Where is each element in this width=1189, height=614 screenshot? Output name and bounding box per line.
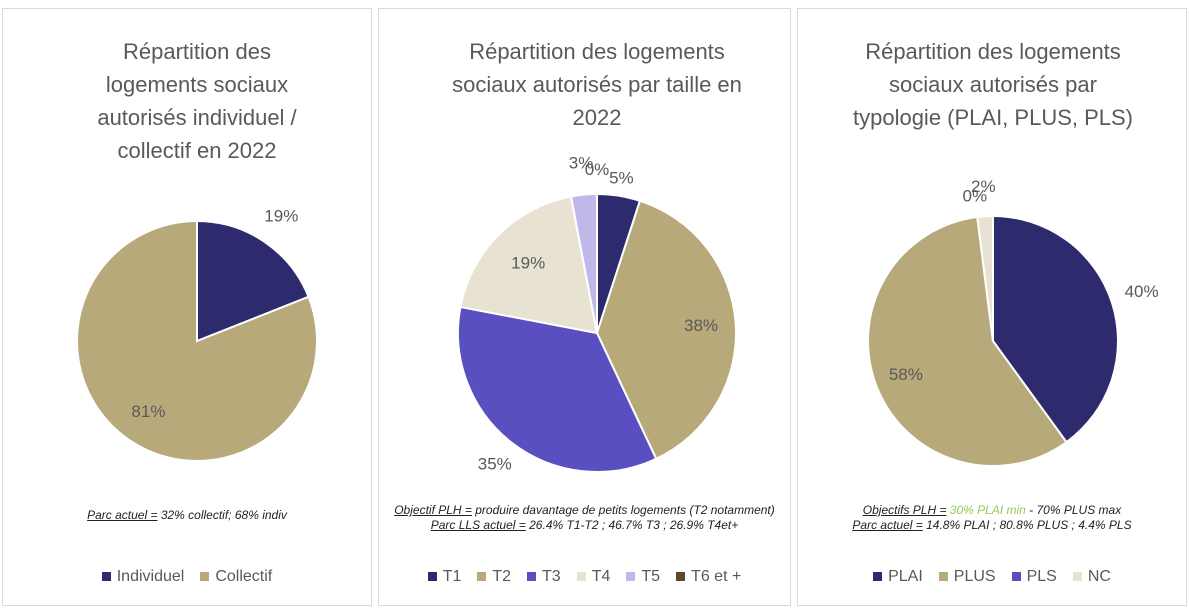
note-text: Parc actuel =: [852, 518, 923, 532]
data-label: 58%: [889, 365, 923, 384]
legend-label: Collectif: [215, 568, 273, 585]
data-label: 19%: [511, 254, 545, 273]
pie-slice: [196, 219, 310, 343]
pie-slice: [76, 219, 318, 462]
legend-label: PLUS: [953, 568, 996, 585]
legend-item: PLS: [1011, 568, 1057, 586]
legend: T1 T2 T3 T4 T5 T6 et +: [378, 568, 791, 586]
note-text: 30% PLAI min: [946, 503, 1026, 517]
data-label: 3%: [569, 154, 594, 173]
legend: Individuel Collectif: [2, 568, 372, 586]
data-label: 2%: [971, 177, 996, 196]
chart-title: Répartition des logements sociaux autori…: [452, 39, 742, 130]
data-label: 0%: [585, 160, 610, 179]
legend-swatch: [101, 572, 111, 582]
legend-item: Individuel: [101, 568, 185, 586]
legend-item: NC: [1072, 568, 1111, 586]
legend-item: T1: [427, 568, 462, 586]
legend-label: T2: [492, 568, 512, 585]
legend-label: T1: [442, 568, 462, 585]
legend-label: PLS: [1026, 568, 1057, 585]
pie-slice: [976, 214, 994, 342]
legend-item: PLUS: [938, 568, 996, 586]
note-line: Objectif PLH = produire davantage de pet…: [386, 503, 783, 518]
note-text: Parc actuel =: [87, 508, 158, 522]
note-line: Parc actuel = 14.8% PLAI ; 80.8% PLUS ; …: [805, 518, 1179, 533]
legend-swatch: [626, 572, 636, 582]
legend-item: T2: [477, 568, 511, 586]
legend-swatch: [1072, 572, 1082, 582]
note-text: Objectifs PLH =: [862, 503, 947, 517]
legend-swatch: [200, 572, 210, 582]
legend-label: T5: [641, 568, 661, 585]
note: Parc actuel = 32% collectif; 68% indiv: [10, 508, 364, 523]
data-label: 0%: [963, 187, 988, 206]
note-text: produire davantage de petits logements (…: [471, 503, 775, 517]
legend-item: PLAI: [873, 568, 923, 586]
legend-label: NC: [1087, 568, 1111, 585]
note: Objectifs PLH = 30% PLAI min - 70% PLUS …: [805, 503, 1179, 533]
legend-swatch: [427, 572, 437, 582]
note-line: Parc actuel = 32% collectif; 68% indiv: [10, 508, 364, 523]
note-text: 14.8% PLAI ; 80.8% PLUS ; 4.4% PLS: [922, 518, 1132, 532]
data-label: 19%: [264, 206, 298, 225]
legend: PLAI PLUS PLS NC: [797, 568, 1187, 586]
note-line: Objectifs PLH = 30% PLAI min - 70% PLUS …: [805, 503, 1179, 518]
pie-slice: [457, 305, 658, 473]
data-label: 40%: [1125, 282, 1159, 301]
chart-title: Répartition des logements sociaux autori…: [97, 39, 297, 163]
legend-item: Collectif: [200, 568, 272, 586]
chart-title: Répartition des logements sociaux autori…: [852, 39, 1134, 130]
note-text: - 70% PLUS max: [1025, 503, 1122, 517]
legend-item: T6 et +: [676, 568, 741, 586]
legend-label: Individuel: [116, 568, 185, 585]
note-text: Parc LLS actuel =: [430, 518, 526, 532]
pie-slice: [595, 199, 737, 461]
note-text: 32% collectif; 68% indiv: [157, 508, 287, 522]
note: Objectif PLH = produire davantage de pet…: [386, 503, 783, 533]
legend-swatch: [938, 572, 948, 582]
data-label: 38%: [684, 316, 718, 335]
legend-swatch: [873, 572, 883, 582]
legend-label: T4: [591, 568, 611, 585]
data-label: 5%: [609, 169, 634, 188]
data-label: 35%: [478, 454, 512, 473]
legend-swatch: [1011, 572, 1021, 582]
note-text: Objectif PLH =: [394, 503, 472, 517]
pie-slice: [992, 214, 1119, 444]
note-text: 26.4% T1-T2 ; 46.7% T3 ; 26.9% T4et+: [525, 518, 739, 532]
legend-label: T6 et +: [691, 568, 742, 585]
pie-slice: [459, 195, 599, 335]
data-label: 81%: [131, 402, 165, 421]
legend-label: T3: [542, 568, 561, 585]
legend-item: T4: [576, 568, 611, 586]
legend-swatch: [576, 572, 586, 582]
legend-swatch: [477, 572, 487, 582]
note-line: Parc LLS actuel = 26.4% T1-T2 ; 46.7% T3…: [386, 518, 783, 533]
legend-item: T5: [626, 568, 660, 586]
legend-label: PLAI: [888, 568, 923, 585]
legend-item: T3: [527, 568, 561, 586]
pie-slice: [867, 215, 1068, 467]
legend-swatch: [676, 572, 686, 582]
legend-swatch: [527, 572, 537, 582]
